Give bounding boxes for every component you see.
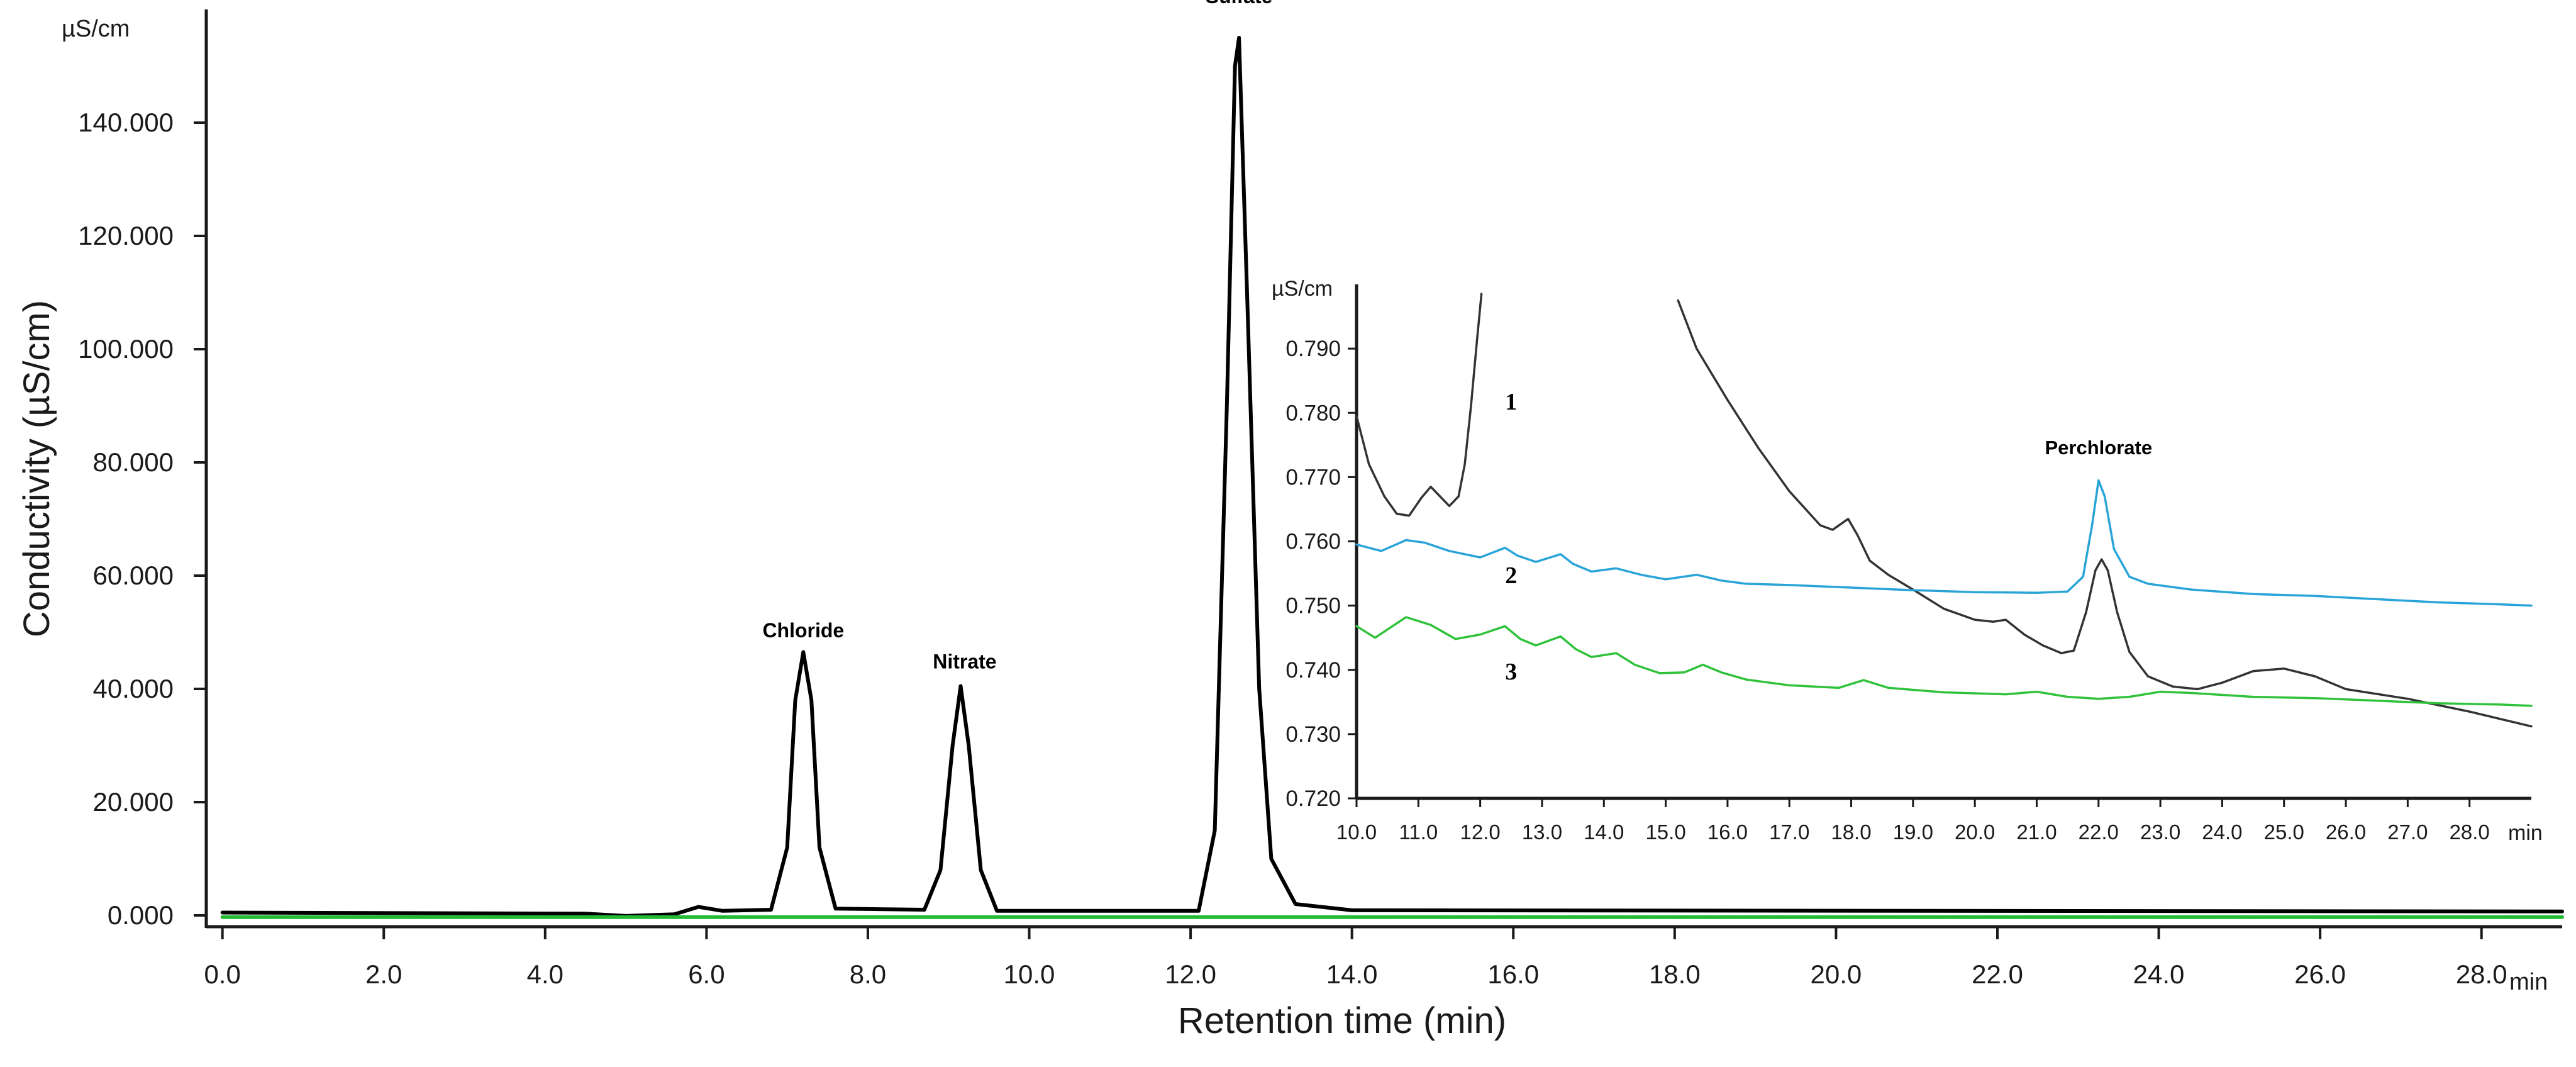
main-x-tick-label: 14.0 [1326, 959, 1378, 989]
inset-x-tick-label: 24.0 [2202, 820, 2242, 844]
inset-x-tick-label: 12.0 [1460, 820, 1501, 844]
inset-y-tick-label: 0.780 [1285, 401, 1341, 425]
trace-label-3: 3 [1505, 659, 1517, 685]
inset-y-tick-label: 0.760 [1285, 530, 1341, 554]
main-x-tick-label: 4.0 [527, 959, 564, 989]
inset-x-tick-label: 16.0 [1707, 820, 1748, 844]
main-y-unit-label: µS/cm [62, 16, 130, 42]
main-series [220, 36, 2564, 919]
inset-chart: µS/cm min 10.0 11.0 12.0 13.0 14.0 15.0 16.0 17… [1272, 277, 2543, 845]
inset-x-tick-label: 11.0 [1399, 820, 1438, 844]
inset-x-tick-label: 25.0 [2264, 820, 2304, 844]
peak-label-nitrate: Nitrate [933, 651, 996, 673]
inset-x-tick-label: 23.0 [2140, 820, 2180, 844]
inset-x-tick-label: 15.0 [1645, 820, 1685, 844]
main-y-tick-label: 60.000 [93, 561, 174, 590]
inset-x-unit-label: min [2508, 821, 2543, 845]
main-y-tick-label: 0.000 [108, 900, 174, 930]
inset-x-tick-label: 13.0 [1522, 820, 1562, 844]
inset-y-unit-label: µS/cm [1272, 277, 1333, 301]
trace-label-2: 2 [1505, 562, 1517, 589]
main-ticks: 0.0 2.0 4.0 6.0 8.0 10.0 12.0 14.0 16.0 18.0 20.0 2… [78, 108, 2507, 989]
inset-x-tick-label: 27.0 [2387, 820, 2428, 844]
main-x-tick-label: 10.0 [1004, 959, 1055, 989]
inset-x-tick-label: 10.0 [1336, 820, 1377, 844]
main-x-unit-label: min [2509, 969, 2548, 995]
inset-series [1355, 293, 2533, 728]
inset-x-tick-label: 22.0 [2079, 820, 2119, 844]
inset-y-tick-label: 0.770 [1285, 465, 1341, 489]
main-x-tick-label: 2.0 [365, 959, 402, 989]
main-y-tick-label: 40.000 [93, 674, 174, 703]
main-peak-labels: Chloride Nitrate Sulfate [762, 0, 1272, 673]
main-y-tick-label: 120.000 [78, 221, 174, 250]
inset-y-tick-label: 0.730 [1285, 722, 1341, 747]
inset-y-tick-label: 0.790 [1285, 337, 1341, 361]
inset-ticks: 10.0 11.0 12.0 13.0 14.0 15.0 16.0 17.0 18.0 19.0… [1285, 337, 2489, 844]
trace-label-1: 1 [1505, 389, 1517, 415]
inset-x-tick-label: 14.0 [1584, 820, 1624, 844]
inset-x-tick-label: 19.0 [1893, 820, 1933, 844]
main-chart: µS/cm min Retention time (min) Conductiv… [16, 0, 2564, 1041]
main-y-tick-label: 20.000 [93, 787, 174, 817]
main-x-axis-title: Retention time (min) [1178, 1000, 1506, 1041]
main-y-tick-label: 100.000 [78, 334, 174, 364]
main-y-tick-label: 80.000 [93, 447, 174, 477]
peak-label-chloride: Chloride [762, 619, 844, 642]
main-x-tick-label: 28.0 [2456, 959, 2507, 989]
main-x-tick-label: 6.0 [688, 959, 724, 989]
inset-series-2-line [1355, 479, 2533, 607]
main-series-sample-line [220, 36, 2564, 918]
inset-y-tick-label: 0.720 [1285, 786, 1341, 811]
main-x-tick-label: 16.0 [1487, 959, 1539, 989]
inset-x-tick-label: 21.0 [2016, 820, 2057, 844]
main-x-tick-label: 0.0 [204, 959, 240, 989]
main-x-tick-label: 22.0 [1972, 959, 2023, 989]
inset-series-3-line [1355, 616, 2533, 707]
main-x-tick-label: 8.0 [850, 959, 886, 989]
inset-labels: Perchlorate 1 2 3 [1505, 389, 2152, 685]
inset-y-tick-label: 0.740 [1285, 658, 1341, 683]
inset-x-tick-label: 20.0 [1955, 820, 1995, 844]
inset-x-tick-label: 18.0 [1831, 820, 1871, 844]
inset-x-tick-label: 17.0 [1769, 820, 1809, 844]
inset-x-tick-label: 26.0 [2326, 820, 2366, 844]
inset-y-tick-label: 0.750 [1285, 594, 1341, 618]
main-y-axis-title: Conductivity (µS/cm) [16, 300, 57, 637]
main-x-tick-label: 24.0 [2133, 959, 2185, 989]
inset-x-tick-label: 28.0 [2450, 820, 2490, 844]
inset-series-1-line [1677, 299, 2533, 728]
main-x-tick-label: 20.0 [1811, 959, 1862, 989]
inset-series-1-line [1355, 293, 1483, 517]
main-y-tick-label: 140.000 [78, 108, 174, 137]
peak-label-perchlorate: Perchlorate [2045, 437, 2153, 459]
main-x-tick-label: 26.0 [2294, 959, 2346, 989]
main-x-tick-label: 18.0 [1649, 959, 1701, 989]
main-x-tick-label: 12.0 [1165, 959, 1216, 989]
peak-label-sulfate: Sulfate [1206, 0, 1273, 8]
